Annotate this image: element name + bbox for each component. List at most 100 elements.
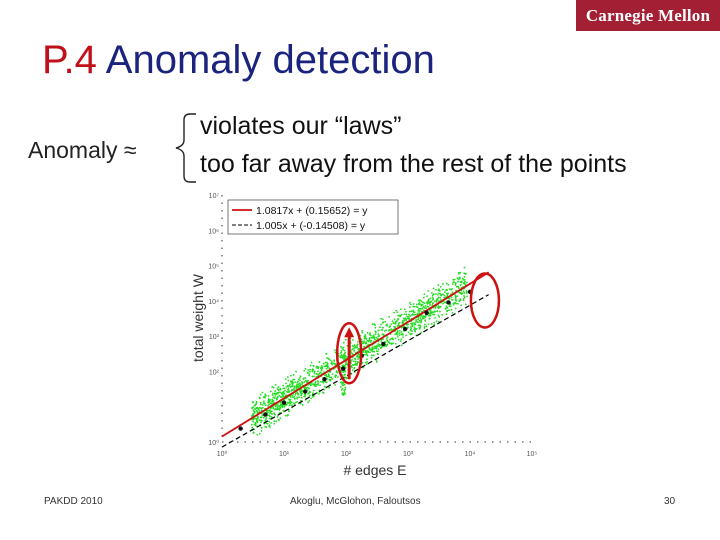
scatter-point bbox=[273, 420, 276, 423]
binned-point bbox=[303, 389, 308, 394]
scatter-point bbox=[364, 336, 367, 338]
scatter-point bbox=[294, 397, 296, 400]
scatter-point bbox=[309, 368, 311, 371]
scatter-point bbox=[400, 331, 403, 333]
scatter-point bbox=[430, 323, 433, 325]
legend-entry: 1.0817x + (0.15652) = y bbox=[256, 205, 368, 217]
footer-page-number: 30 bbox=[664, 496, 676, 507]
scatter-point bbox=[291, 385, 294, 387]
scatter-point bbox=[340, 389, 343, 391]
scatter-point bbox=[320, 365, 323, 367]
scatter-point bbox=[308, 370, 311, 373]
scatter-point bbox=[465, 281, 468, 284]
scatter-point bbox=[350, 364, 353, 367]
scatter-point bbox=[454, 295, 457, 298]
scatter-point bbox=[423, 309, 425, 312]
x-tick-label: 10⁵ bbox=[527, 451, 538, 458]
scatter-point bbox=[261, 406, 264, 409]
scatter-point bbox=[387, 340, 389, 343]
footer-authors: Akoglu, McGlohon, Faloutsos bbox=[290, 496, 421, 507]
scatter-point bbox=[266, 422, 269, 425]
scatter-point bbox=[382, 333, 385, 336]
scatter-point bbox=[315, 366, 318, 369]
scatter-point bbox=[344, 388, 347, 391]
scatter-point bbox=[451, 298, 454, 301]
scatter-point bbox=[289, 374, 292, 377]
scatter-point bbox=[448, 305, 451, 308]
x-tick-label: 10⁴ bbox=[465, 451, 476, 458]
scatter-point bbox=[319, 380, 322, 383]
scatter-point bbox=[327, 357, 330, 360]
scatter-point bbox=[339, 381, 342, 384]
scatter-point bbox=[335, 374, 338, 377]
scatter-point bbox=[328, 374, 330, 377]
scatter-point bbox=[334, 351, 337, 354]
x-tick-label: 10¹ bbox=[279, 451, 290, 458]
scatter-point bbox=[464, 303, 467, 306]
scatter-point bbox=[303, 370, 306, 372]
scatter-point bbox=[317, 370, 319, 373]
y-tick-label: 10⁵ bbox=[208, 264, 219, 271]
y-tick-label: 10⁶ bbox=[208, 228, 219, 235]
scatter-point bbox=[309, 364, 312, 367]
binned-point bbox=[424, 310, 429, 315]
scatter-point bbox=[269, 426, 271, 428]
binned-point bbox=[322, 377, 327, 382]
scatter-point bbox=[392, 338, 395, 341]
scatter-point bbox=[411, 313, 414, 316]
scatter-point bbox=[408, 313, 410, 316]
scatter-point bbox=[342, 381, 345, 384]
scatter-point bbox=[435, 293, 437, 295]
scatter-point bbox=[260, 419, 263, 422]
scatter-point bbox=[380, 317, 382, 320]
scatter-point bbox=[411, 325, 414, 328]
scatter-point bbox=[400, 313, 403, 316]
scatter-point bbox=[293, 395, 296, 398]
scatter-point bbox=[305, 387, 308, 390]
scatter-point bbox=[406, 317, 409, 320]
scatter-point bbox=[454, 294, 457, 296]
scatter-point bbox=[369, 341, 372, 344]
scatter-point bbox=[390, 323, 393, 325]
scatter-point bbox=[331, 373, 334, 376]
scatter-point bbox=[391, 320, 394, 323]
scatter-point bbox=[342, 346, 345, 349]
scatter-point bbox=[264, 393, 267, 396]
scatter-point bbox=[344, 370, 347, 373]
scatter-point bbox=[417, 324, 420, 327]
scatter-point bbox=[353, 349, 356, 352]
scatter-point bbox=[422, 315, 425, 317]
scatter-point bbox=[288, 384, 291, 387]
scatter-point bbox=[366, 358, 368, 360]
reason-too-far: too far away from the rest of the points bbox=[200, 150, 627, 178]
scatter-point bbox=[409, 326, 412, 328]
scatter-point bbox=[277, 389, 280, 392]
scatter-point bbox=[384, 320, 387, 323]
scatter-point bbox=[344, 356, 347, 358]
scatter-point bbox=[392, 342, 395, 344]
scatter-point bbox=[458, 277, 461, 280]
scatter-point bbox=[262, 402, 265, 404]
scatter-point bbox=[279, 406, 282, 409]
scatter-point bbox=[378, 334, 381, 337]
scatter-point bbox=[353, 367, 356, 370]
scatter-point bbox=[340, 349, 343, 352]
scatter-point bbox=[458, 299, 461, 302]
scatter-point bbox=[373, 350, 376, 353]
scatter-point bbox=[279, 404, 282, 407]
scatter-point bbox=[377, 343, 380, 345]
scatter-point bbox=[439, 310, 441, 313]
scatter-point bbox=[409, 303, 412, 306]
scatter-point bbox=[259, 393, 262, 396]
scatter-point bbox=[299, 402, 302, 405]
scatter-point bbox=[343, 349, 346, 352]
scatter-point bbox=[445, 282, 448, 285]
scatter-point bbox=[342, 341, 345, 344]
scatter-point bbox=[370, 349, 373, 352]
scatter-point bbox=[344, 338, 347, 341]
scatter-point bbox=[272, 386, 275, 389]
binned-point bbox=[446, 300, 451, 305]
scatter-point bbox=[443, 294, 446, 297]
scatter-point bbox=[420, 321, 423, 324]
scatter-point bbox=[420, 331, 423, 334]
